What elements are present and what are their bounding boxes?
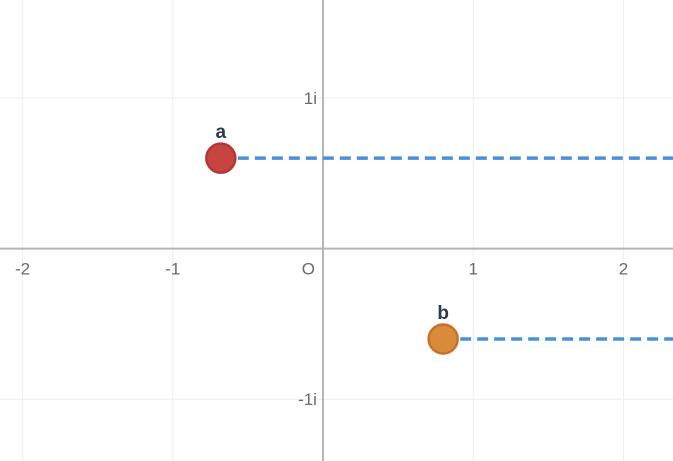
x-tick-label: 2 bbox=[619, 260, 628, 279]
x-tick-label: -2 bbox=[15, 260, 30, 279]
point-label-b: b bbox=[437, 303, 449, 324]
axis-tick-labels: -2 -1 1 2 O 1i -1i a b bbox=[15, 89, 628, 409]
point-a[interactable] bbox=[205, 142, 237, 174]
points[interactable] bbox=[205, 142, 459, 355]
point-b[interactable] bbox=[427, 323, 459, 355]
x-tick-label: -1 bbox=[165, 260, 180, 279]
y-tick-label: -1i bbox=[298, 390, 317, 409]
origin-label: O bbox=[302, 260, 315, 279]
x-tick-label: 1 bbox=[468, 260, 477, 279]
point-label-a: a bbox=[216, 122, 227, 143]
dashed-rays bbox=[220, 156, 673, 341]
y-tick-label: 1i bbox=[304, 89, 317, 108]
